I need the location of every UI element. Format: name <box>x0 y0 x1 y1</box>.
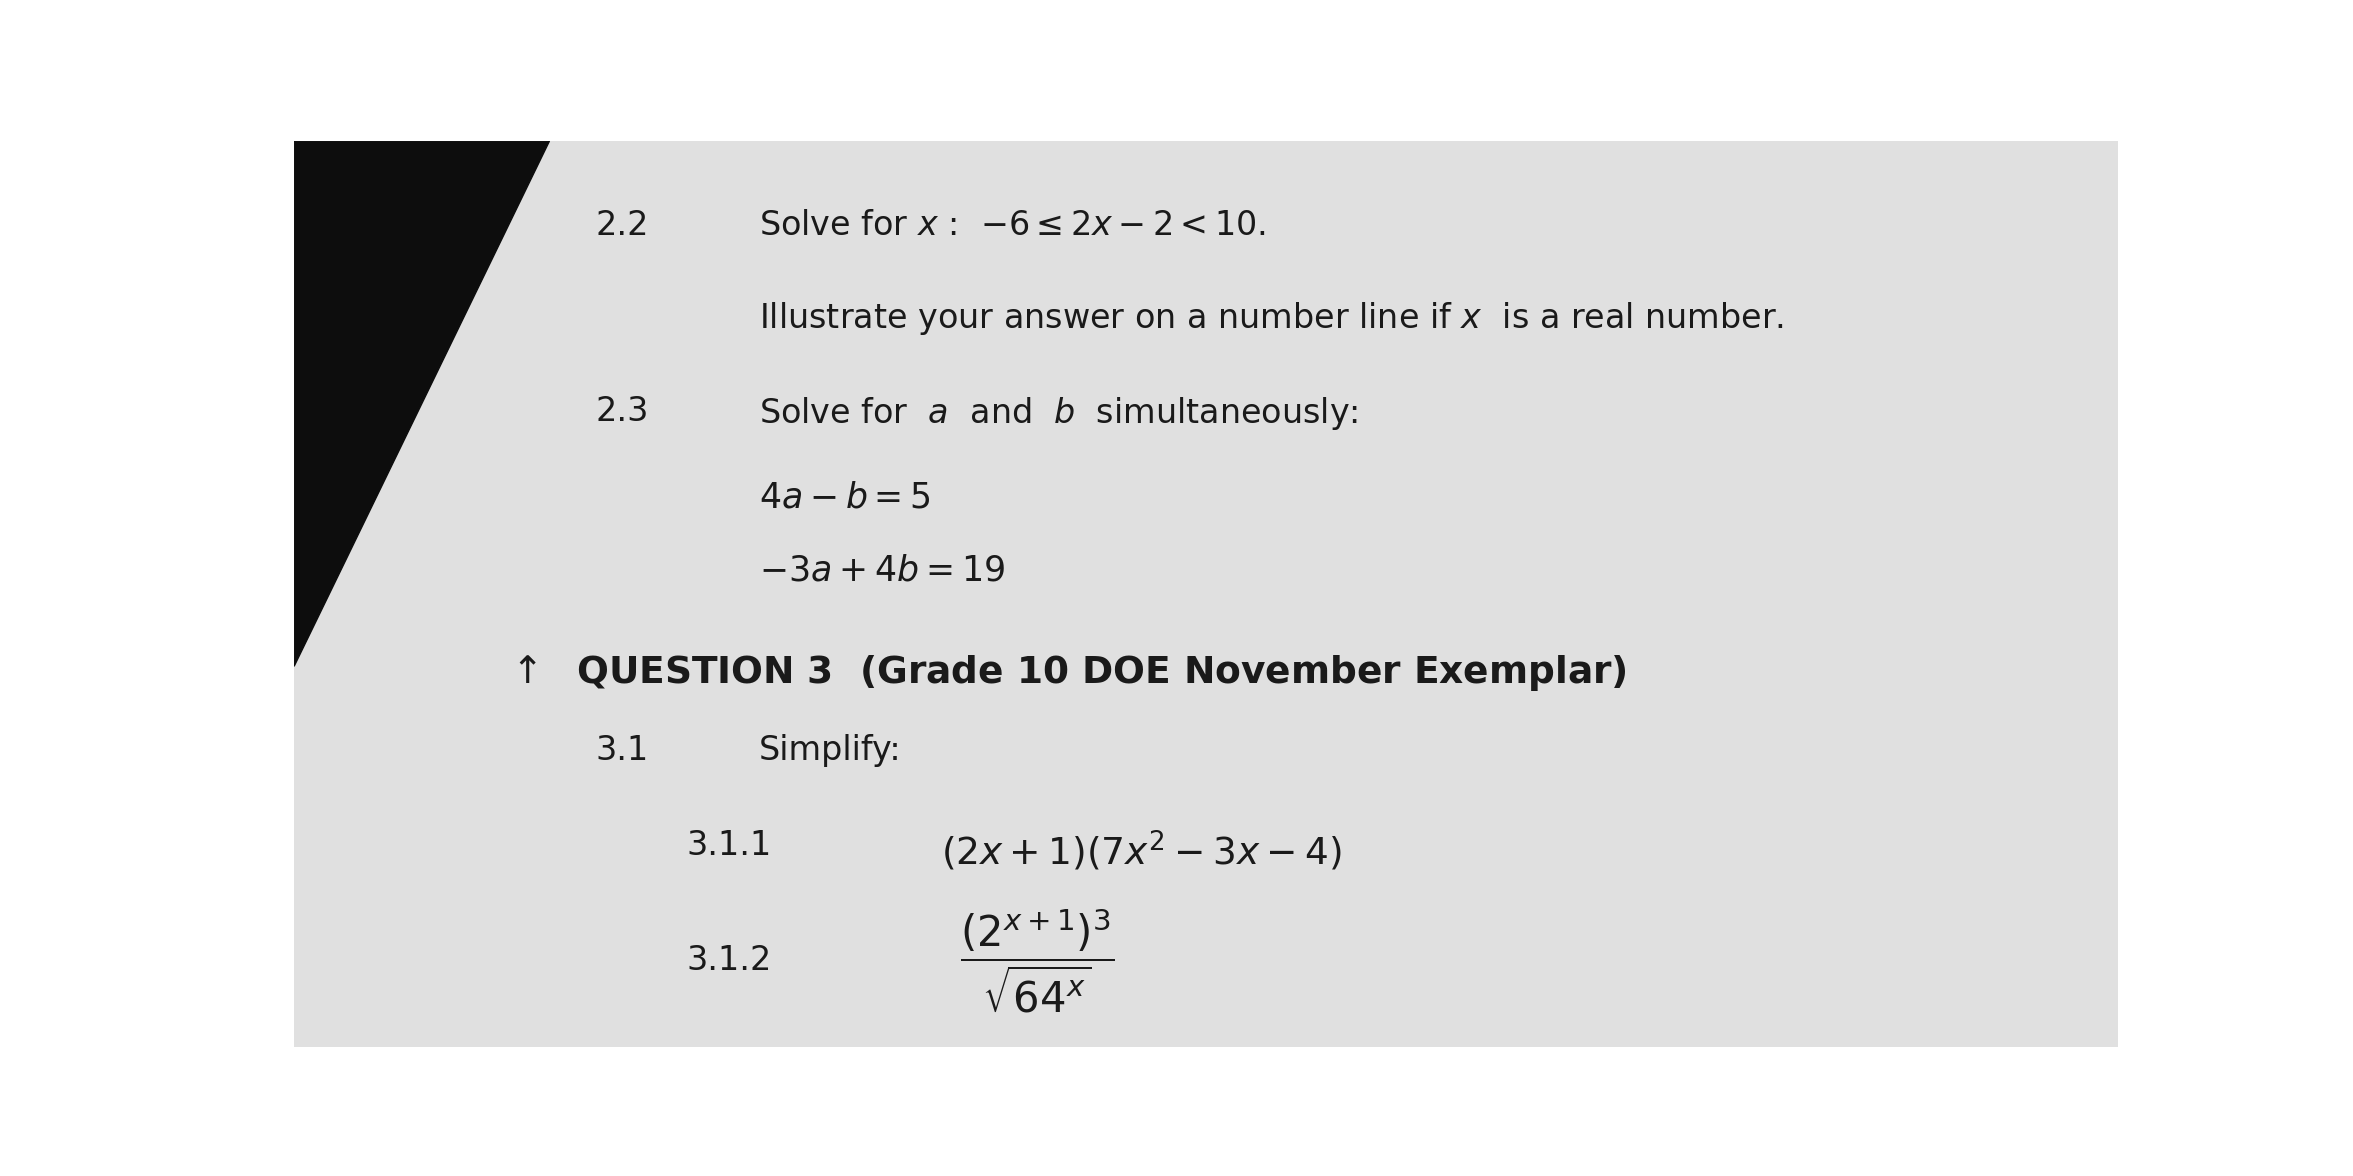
Text: Solve for $x$ :  $-6 \leq 2x-2 < 10$.: Solve for $x$ : $-6 \leq 2x-2 < 10$. <box>760 209 1266 242</box>
Text: Solve for  $a$  and  $b$  simultaneously:: Solve for $a$ and $b$ simultaneously: <box>760 395 1358 432</box>
Text: 3.1.1: 3.1.1 <box>687 829 772 862</box>
Text: $\uparrow$  QUESTION 3  (Grade 10 DOE November Exemplar): $\uparrow$ QUESTION 3 (Grade 10 DOE Nove… <box>504 653 1626 693</box>
Text: 3.1.2: 3.1.2 <box>687 944 772 977</box>
Text: 2.3: 2.3 <box>595 395 649 428</box>
Text: 2.2: 2.2 <box>595 209 649 242</box>
Text: 3.1: 3.1 <box>595 734 649 767</box>
Text: $\dfrac{\left(2^{x+1}\right)^{3}}{\sqrt{64^{x}}}$: $\dfrac{\left(2^{x+1}\right)^{3}}{\sqrt{… <box>960 907 1113 1015</box>
Text: Simplify:: Simplify: <box>760 734 901 767</box>
Text: $(2x+1)(7x^{2}-3x-4)$: $(2x+1)(7x^{2}-3x-4)$ <box>941 829 1341 874</box>
Text: $4a-b=5$: $4a-b=5$ <box>760 481 932 515</box>
Polygon shape <box>294 141 551 667</box>
Text: $-3a+4b=19$: $-3a+4b=19$ <box>760 553 1005 587</box>
Text: Illustrate your answer on a number line if $x$  is a real number.: Illustrate your answer on a number line … <box>760 300 1784 336</box>
